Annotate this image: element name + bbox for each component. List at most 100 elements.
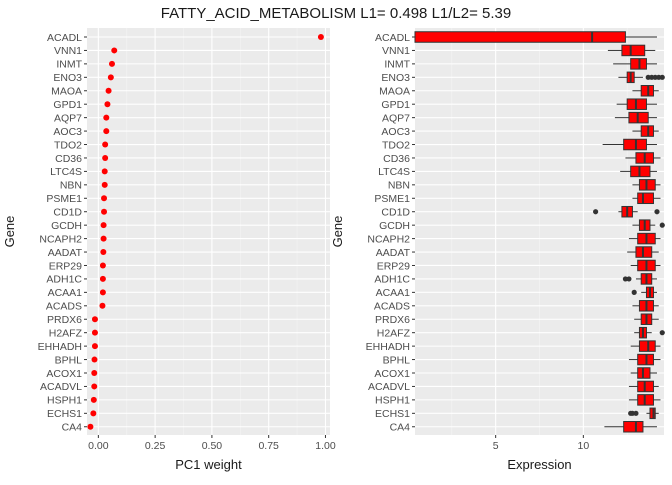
outlier-point (633, 410, 639, 416)
pc1-gridlines (87, 28, 330, 435)
expression-box (632, 192, 661, 205)
gene-label: ACADS (46, 301, 82, 313)
pc1-point (91, 370, 98, 376)
gene-label: LTC4S (378, 166, 410, 178)
gene-label: ACAA1 (376, 287, 411, 299)
pc1-point (87, 423, 94, 430)
expression-box (631, 286, 657, 299)
gene-label: H2AFZ (377, 327, 411, 339)
expression-box (627, 246, 659, 258)
pc1-point (99, 302, 106, 309)
pc1-panel-background (87, 28, 330, 435)
pc1-x-axis-title: PC1 weight (175, 457, 242, 472)
pc1-point (102, 154, 109, 161)
gene-label: ACADL (375, 32, 410, 44)
pc1-point (100, 235, 107, 242)
gene-label: PSME1 (46, 193, 82, 205)
pc1-point (101, 181, 108, 188)
x-tick-label: 10 (577, 440, 589, 452)
outlier-point (659, 74, 665, 80)
x-tick-label: 1.00 (315, 440, 336, 452)
gene-label: EHHADH (366, 341, 410, 353)
gene-label: ECHS1 (375, 408, 410, 420)
expression-box (634, 326, 665, 339)
pc1-point (107, 74, 114, 81)
gene-label: ERP29 (377, 260, 410, 272)
expression-box (630, 259, 661, 272)
gene-label: AADAT (376, 247, 411, 259)
expression-box (616, 98, 657, 110)
gene-label: MAOA (379, 86, 410, 98)
gene-label: AQP7 (382, 112, 410, 124)
pc1-point (105, 87, 112, 94)
expression-box (634, 313, 659, 325)
gene-label: CD1D (53, 207, 82, 219)
expression-box (632, 179, 661, 191)
pc1-point (90, 396, 97, 403)
expression-box (632, 85, 659, 97)
expression-box (618, 71, 665, 84)
outlier-point (593, 209, 599, 215)
expression-box (632, 300, 659, 312)
gene-label: CA4 (62, 422, 83, 434)
gene-label: CD36 (383, 153, 410, 165)
expression-box (602, 138, 657, 151)
gene-label: PRDX6 (47, 314, 82, 326)
gene-label: INMT (56, 59, 82, 71)
pc1-point (108, 60, 115, 67)
gene-label: AOC3 (381, 126, 410, 138)
pc1-point (91, 343, 98, 350)
expression-box (604, 421, 657, 433)
gene-label: NCAPH2 (39, 233, 82, 245)
gene-label: VNN1 (382, 45, 410, 57)
pc1-point (99, 275, 106, 282)
pc1-point (111, 47, 118, 54)
gene-label: BPHL (55, 354, 83, 366)
expression-box (593, 205, 660, 218)
gene-label: ACADL (47, 32, 82, 44)
gene-label: ADH1C (46, 274, 82, 286)
x-tick-label: 0.75 (258, 440, 279, 452)
outlier-point (654, 209, 660, 215)
gene-label: AQP7 (54, 112, 82, 124)
expression-box (628, 394, 661, 406)
expression-box (628, 232, 661, 245)
x-tick-label: 5 (493, 440, 499, 452)
gene-label: INMT (384, 59, 410, 71)
gene-label: EHHADH (38, 341, 82, 353)
expression-y-axis-title: Gene (330, 216, 345, 248)
outlier-point (631, 289, 637, 295)
pc1-y-axis-title: Gene (2, 216, 17, 248)
chart-title: FATTY_ACID_METABOLISM L1= 0.498 L1/L2= 5… (161, 5, 511, 22)
gene-label: GPD1 (53, 99, 82, 111)
pc1-point (101, 168, 108, 175)
expression-box (613, 58, 657, 70)
gene-label: BPHL (383, 354, 411, 366)
pc1-x-tick-labels: 0.00 0.25 0.50 0.75 1.00 (88, 435, 336, 452)
gene-label: AADAT (48, 247, 83, 259)
pc1-point (101, 195, 108, 202)
pc1-point (317, 34, 324, 40)
gene-label: ADH1C (374, 274, 410, 286)
gene-label: H2AFZ (49, 327, 83, 339)
gene-label: GCDH (379, 220, 410, 232)
pc1-point (100, 249, 107, 256)
iqr-box (637, 192, 654, 205)
expression-box (630, 367, 657, 379)
gene-label: NBN (60, 180, 82, 192)
expression-box (414, 31, 657, 43)
expression-box (632, 125, 659, 137)
gene-label: ACADS (374, 301, 410, 313)
gene-label: ACADVL (40, 381, 82, 393)
pc1-point (100, 222, 107, 229)
expression-box (607, 44, 656, 57)
expression-box (620, 165, 657, 178)
expression-box (628, 380, 659, 393)
gene-label: GPD1 (381, 99, 410, 111)
gene-label: ACOX1 (46, 368, 82, 380)
gene-label: TDO2 (54, 139, 82, 151)
pc1-point (91, 356, 98, 363)
pc1-point (104, 101, 111, 108)
